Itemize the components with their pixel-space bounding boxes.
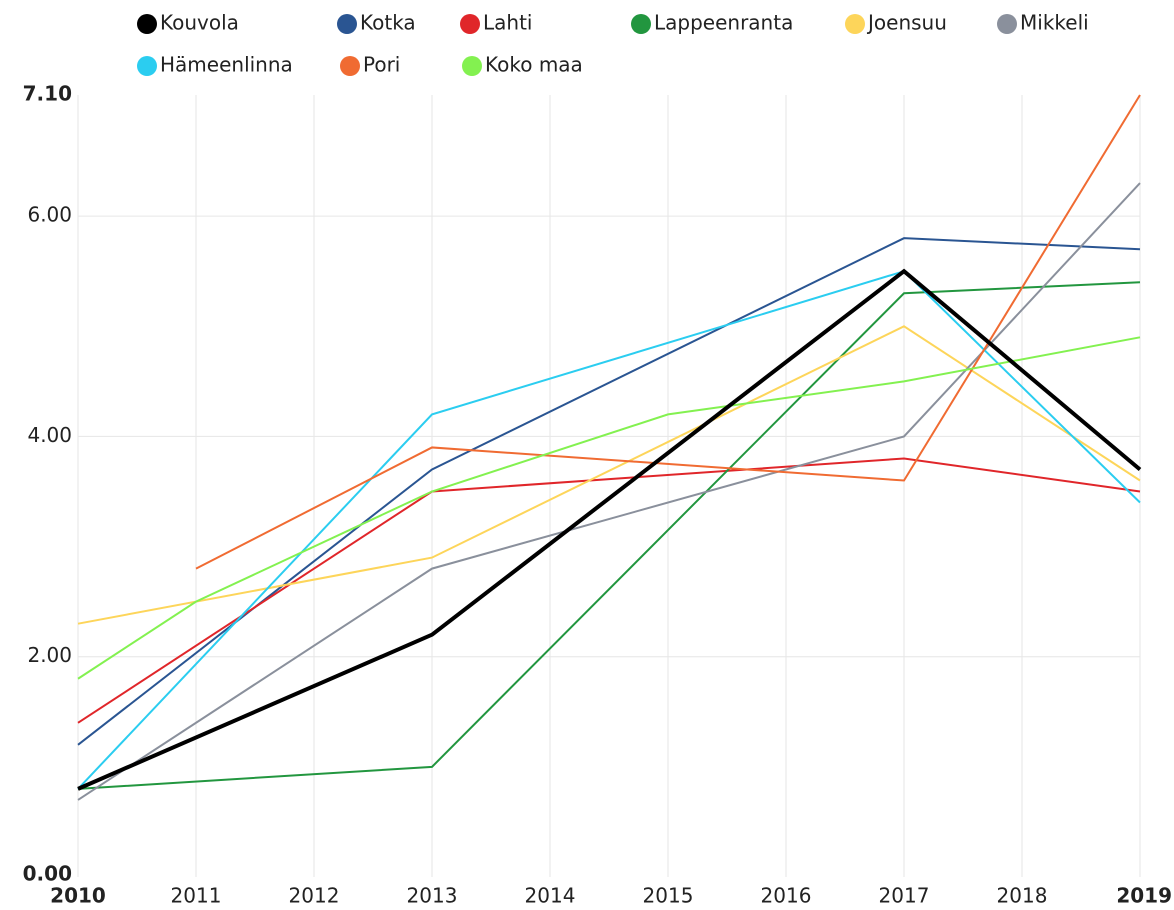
legend-swatch — [137, 56, 157, 76]
legend-label: Lappeenranta — [654, 11, 793, 35]
legend-label: Joensuu — [866, 11, 947, 35]
legend-label: Kotka — [360, 11, 416, 35]
legend-label: Mikkeli — [1020, 11, 1089, 35]
legend-swatch — [845, 14, 865, 34]
x-tick-label: 2019 — [1116, 884, 1172, 908]
legend-swatch — [462, 56, 482, 76]
line — [77, 237, 1141, 746]
legend-label: Hämeenlinna — [160, 53, 293, 77]
line — [77, 336, 1141, 680]
x-tick-label: 2018 — [997, 884, 1048, 908]
x-tick-label: 2017 — [879, 884, 930, 908]
y-tick-label: 6.00 — [27, 203, 72, 227]
x-tick-label: 2012 — [289, 884, 340, 908]
legend-label: Lahti — [483, 11, 532, 35]
legend-swatch — [137, 14, 157, 34]
legend-swatch — [337, 14, 357, 34]
x-tick-label: 2010 — [50, 884, 106, 908]
legend-swatch — [997, 14, 1017, 34]
x-tick-label: 2011 — [171, 884, 222, 908]
x-tick-label: 2013 — [407, 884, 458, 908]
line — [77, 457, 1141, 724]
legend-label: Koko maa — [485, 53, 583, 77]
line — [195, 94, 1141, 570]
y-tick-label: 2.00 — [27, 643, 72, 667]
legend-swatch — [340, 56, 360, 76]
x-tick-label: 2015 — [643, 884, 694, 908]
legend-swatch — [631, 14, 651, 34]
y-tick-label: 7.10 — [23, 82, 72, 106]
line — [77, 270, 1141, 790]
y-tick-label: 4.00 — [27, 423, 72, 447]
legend-swatch — [460, 14, 480, 34]
line — [77, 268, 1142, 791]
x-tick-label: 2014 — [525, 884, 576, 908]
line — [77, 281, 1141, 790]
legend-label: Pori — [363, 53, 400, 77]
legend-label: Kouvola — [160, 11, 239, 35]
line — [77, 325, 1141, 625]
y-tick-label: 0.00 — [23, 862, 72, 886]
line — [77, 182, 1141, 801]
x-tick-label: 2016 — [761, 884, 812, 908]
